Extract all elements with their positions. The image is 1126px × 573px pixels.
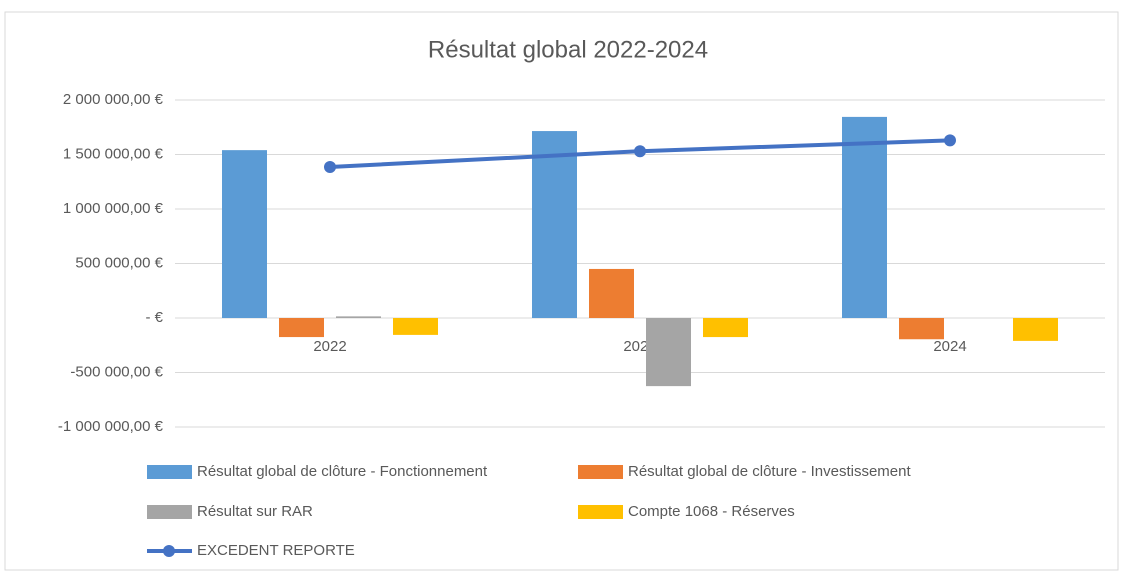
bar bbox=[393, 318, 438, 335]
line-point bbox=[634, 145, 646, 158]
legend-label: Résultat sur RAR bbox=[197, 503, 313, 520]
legend-swatch bbox=[578, 465, 623, 479]
bar bbox=[899, 318, 944, 340]
bar bbox=[646, 318, 691, 387]
y-tick-label: - € bbox=[145, 309, 163, 326]
y-tick-label: 1 000 000,00 € bbox=[63, 200, 164, 217]
legend-swatch bbox=[147, 465, 192, 479]
legend-label: Résultat global de clôture - Investissem… bbox=[628, 463, 911, 480]
legend-dot bbox=[163, 545, 175, 557]
bar bbox=[589, 268, 634, 318]
y-tick-label: 2 000 000,00 € bbox=[63, 91, 164, 108]
bar bbox=[842, 116, 887, 319]
legend-swatch bbox=[578, 505, 623, 519]
legend-label: Résultat global de clôture - Fonctionnem… bbox=[197, 463, 488, 480]
bar bbox=[703, 318, 748, 338]
legend-swatch bbox=[147, 505, 192, 519]
x-tick-label: 2024 bbox=[933, 338, 966, 355]
chart-title: Résultat global 2022-2024 bbox=[428, 36, 708, 63]
bar bbox=[222, 150, 267, 318]
x-tick-label: 2022 bbox=[313, 338, 346, 355]
line-point bbox=[944, 134, 956, 147]
legend-label: EXCEDENT REPORTE bbox=[197, 542, 355, 559]
y-tick-label: 1 500 000,00 € bbox=[63, 145, 164, 162]
y-tick-label: -500 000,00 € bbox=[70, 363, 163, 380]
y-tick-label: 500 000,00 € bbox=[75, 254, 163, 271]
bar bbox=[336, 316, 381, 318]
bar bbox=[1013, 318, 1058, 341]
y-tick-label: -1 000 000,00 € bbox=[58, 418, 164, 435]
line-point bbox=[324, 161, 336, 174]
bar bbox=[532, 131, 577, 318]
bar bbox=[279, 318, 324, 338]
legend-label: Compte 1068 - Réserves bbox=[628, 503, 795, 520]
